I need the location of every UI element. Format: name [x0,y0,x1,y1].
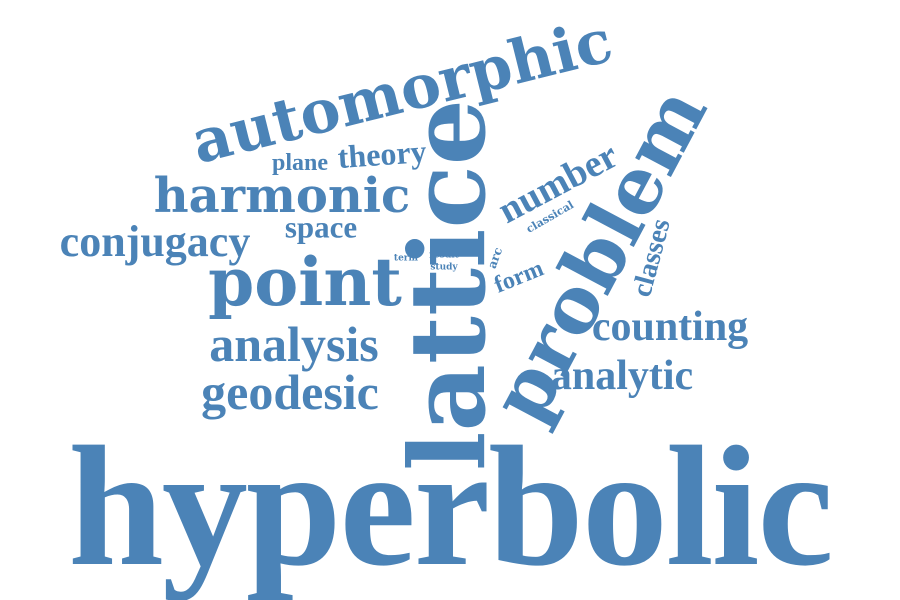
word-conjugacy: conjugacy [59,217,251,266]
word-point: point [208,243,402,321]
word-counting: counting [591,304,749,350]
word-harmonic: harmonic [153,168,411,224]
word-analysis: analysis [209,316,379,372]
word-plane: plane [271,150,329,176]
word-geodesic: geodesic [201,364,379,420]
word-lattice: lattice [386,99,509,471]
word-term: term [393,253,419,264]
word-error: error [424,297,446,306]
word-study: study [430,262,458,273]
word-hyperbolic: hyperbolic [68,412,834,600]
word-space: space [284,209,358,245]
word-result: result [429,250,459,261]
word-analytic: analytic [550,353,694,399]
